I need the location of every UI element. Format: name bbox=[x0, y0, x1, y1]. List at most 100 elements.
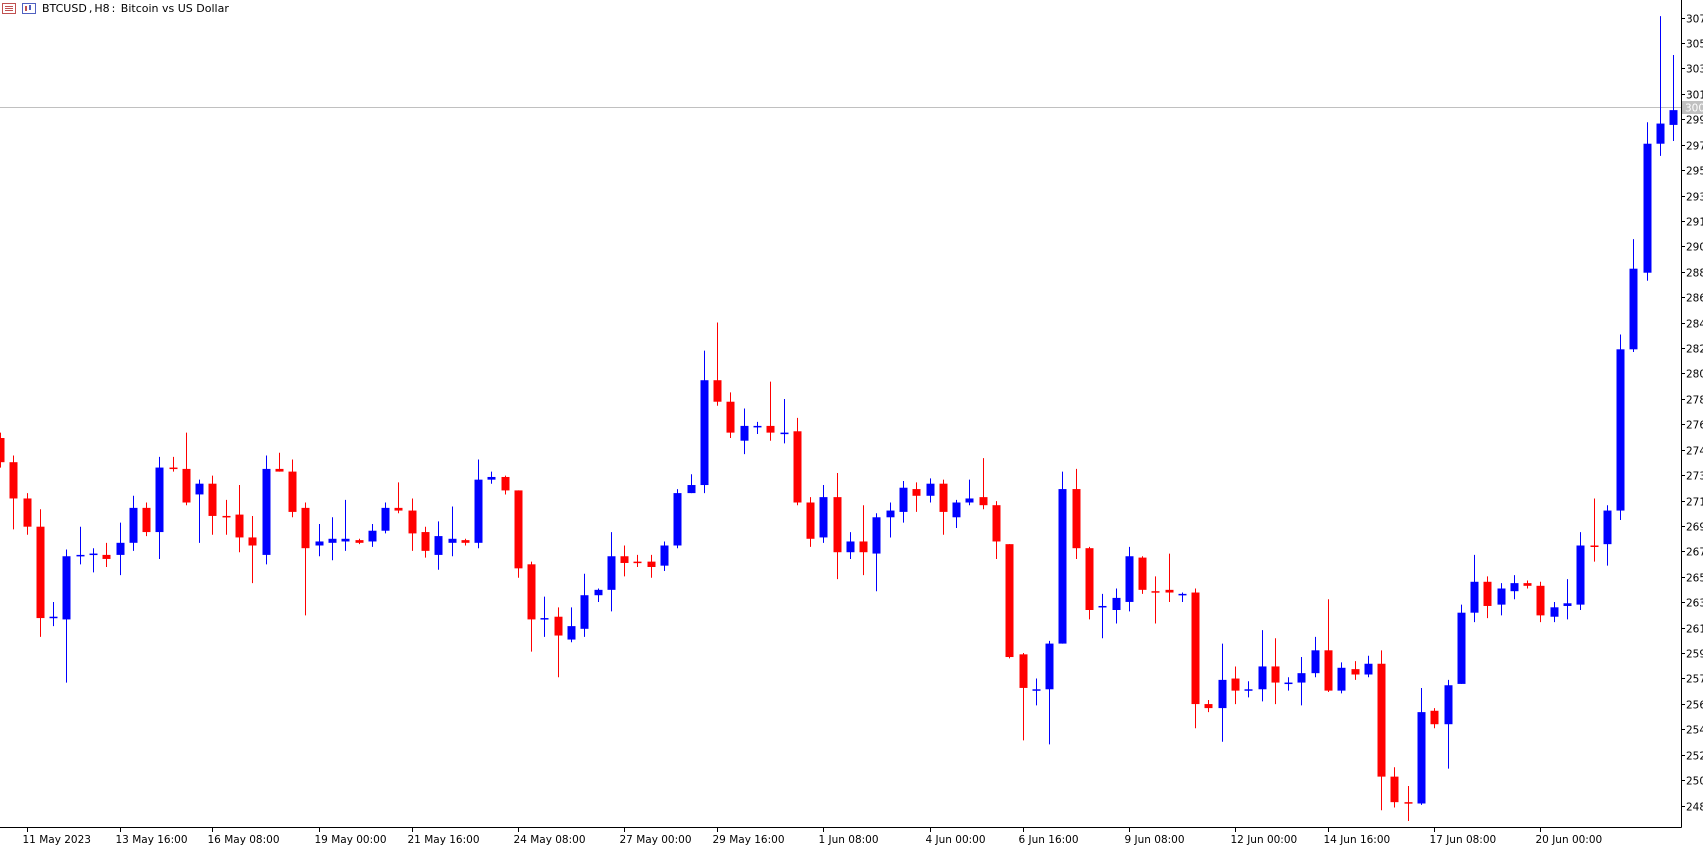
candle-body[interactable] bbox=[76, 554, 85, 557]
candle-body[interactable] bbox=[1404, 802, 1413, 804]
candle-body[interactable] bbox=[1058, 489, 1067, 644]
candle-body[interactable] bbox=[36, 526, 45, 619]
candle-body[interactable] bbox=[1483, 581, 1492, 606]
candle-body[interactable] bbox=[1019, 654, 1028, 688]
candle-body[interactable] bbox=[394, 507, 403, 511]
candle-body[interactable] bbox=[726, 401, 735, 433]
candle-body[interactable] bbox=[780, 432, 789, 435]
candle-body[interactable] bbox=[846, 541, 855, 553]
candle-body[interactable] bbox=[1351, 669, 1360, 675]
candle-body[interactable] bbox=[0, 438, 5, 463]
candle-body[interactable] bbox=[1284, 682, 1293, 685]
chart-type-icon[interactable] bbox=[22, 2, 36, 14]
candle-body[interactable] bbox=[1669, 110, 1678, 125]
candle-body[interactable] bbox=[1297, 673, 1306, 683]
candle-body[interactable] bbox=[1178, 593, 1187, 596]
candle-body[interactable] bbox=[1098, 605, 1107, 608]
candle-body[interactable] bbox=[1444, 685, 1453, 725]
candle-body[interactable] bbox=[1364, 663, 1373, 675]
candle-body[interactable] bbox=[1337, 667, 1346, 691]
candle-body[interactable] bbox=[288, 471, 297, 512]
candle-body[interactable] bbox=[1231, 678, 1240, 691]
candle-body[interactable] bbox=[23, 498, 32, 527]
candle-body[interactable] bbox=[1151, 591, 1160, 593]
candle-body[interactable] bbox=[1377, 663, 1386, 777]
candle-body[interactable] bbox=[155, 467, 164, 533]
candle-body[interactable] bbox=[673, 493, 682, 546]
candle-body[interactable] bbox=[1311, 650, 1320, 674]
candle-body[interactable] bbox=[886, 510, 895, 518]
candle-body[interactable] bbox=[567, 626, 576, 640]
candle-body[interactable] bbox=[740, 425, 749, 441]
candle-body[interactable] bbox=[169, 467, 178, 470]
candle-body[interactable] bbox=[195, 483, 204, 495]
candle-body[interactable] bbox=[116, 542, 125, 555]
candle-body[interactable] bbox=[1072, 489, 1081, 549]
candle-body[interactable] bbox=[806, 502, 815, 539]
candle-body[interactable] bbox=[1536, 585, 1545, 616]
candle-body[interactable] bbox=[514, 490, 523, 569]
candle-body[interactable] bbox=[660, 545, 669, 566]
candle-body[interactable] bbox=[713, 380, 722, 402]
candle-body[interactable] bbox=[1656, 123, 1665, 144]
candle-body[interactable] bbox=[912, 489, 921, 496]
candle-body[interactable] bbox=[1165, 589, 1174, 593]
candle-body[interactable] bbox=[1497, 588, 1506, 605]
candle-body[interactable] bbox=[687, 485, 696, 494]
candle-body[interactable] bbox=[1510, 583, 1519, 592]
candle-body[interactable] bbox=[461, 540, 470, 543]
candle-body[interactable] bbox=[1603, 510, 1612, 545]
candle-body[interactable] bbox=[859, 541, 868, 553]
candle-body[interactable] bbox=[620, 556, 629, 563]
candle-body[interactable] bbox=[1112, 597, 1121, 610]
candle-body[interactable] bbox=[89, 553, 98, 556]
candle-body[interactable] bbox=[421, 532, 430, 551]
candle-body[interactable] bbox=[540, 618, 549, 620]
candle-body[interactable] bbox=[899, 487, 908, 512]
candle-body[interactable] bbox=[1470, 581, 1479, 613]
candle-body[interactable] bbox=[355, 540, 364, 543]
candle-body[interactable] bbox=[1324, 650, 1333, 691]
candle-body[interactable] bbox=[819, 497, 828, 538]
candle-body[interactable] bbox=[647, 561, 656, 567]
candle-body[interactable] bbox=[1138, 557, 1147, 590]
candle-body[interactable] bbox=[979, 497, 988, 506]
candle-body[interactable] bbox=[1430, 710, 1439, 725]
candle-body[interactable] bbox=[527, 564, 536, 620]
candle-body[interactable] bbox=[1563, 603, 1572, 606]
candle-body[interactable] bbox=[1629, 268, 1638, 350]
candle-body[interactable] bbox=[1590, 545, 1599, 548]
candle-body[interactable] bbox=[315, 541, 324, 546]
candle-body[interactable] bbox=[952, 502, 961, 518]
candle-body[interactable] bbox=[633, 561, 642, 564]
candle-body[interactable] bbox=[275, 468, 284, 472]
candle-body[interactable] bbox=[248, 537, 257, 546]
candle-body[interactable] bbox=[49, 616, 58, 619]
candle-body[interactable] bbox=[408, 510, 417, 534]
candle-body[interactable] bbox=[448, 538, 457, 543]
candle-body[interactable] bbox=[965, 498, 974, 503]
candle-body[interactable] bbox=[1576, 545, 1585, 605]
candle-body[interactable] bbox=[833, 497, 842, 553]
candle-body[interactable] bbox=[554, 616, 563, 636]
candle-body[interactable] bbox=[487, 476, 496, 480]
candle-body[interactable] bbox=[1085, 548, 1094, 610]
candle-body[interactable] bbox=[434, 536, 443, 555]
candle-body[interactable] bbox=[501, 476, 510, 491]
candle-body[interactable] bbox=[607, 556, 616, 590]
candle-body[interactable] bbox=[1045, 643, 1054, 690]
candle-body[interactable] bbox=[1032, 689, 1041, 691]
candle-body[interactable] bbox=[129, 507, 138, 543]
candle-body[interactable] bbox=[1457, 612, 1466, 684]
candle-body[interactable] bbox=[594, 589, 603, 596]
candle-body[interactable] bbox=[992, 505, 1001, 542]
candle-body[interactable] bbox=[1643, 143, 1652, 273]
candle-body[interactable] bbox=[872, 517, 881, 554]
candle-body[interactable] bbox=[222, 515, 231, 518]
candle-body[interactable] bbox=[182, 468, 191, 503]
candle-body[interactable] bbox=[580, 595, 589, 629]
candle-body[interactable] bbox=[62, 556, 71, 620]
candle-body[interactable] bbox=[328, 538, 337, 543]
candle-body[interactable] bbox=[208, 483, 217, 516]
